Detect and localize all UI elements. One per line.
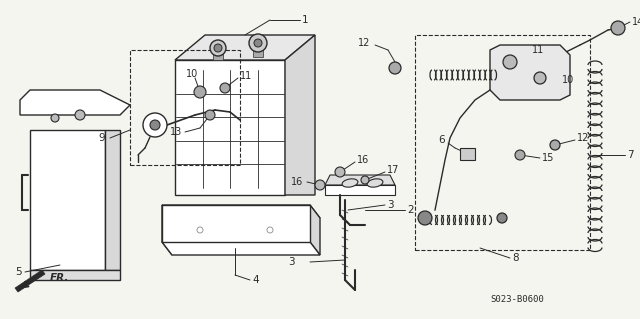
- Text: S023-B0600: S023-B0600: [490, 295, 544, 305]
- Circle shape: [315, 180, 325, 190]
- Text: 7: 7: [627, 150, 634, 160]
- Text: 16: 16: [291, 177, 303, 187]
- Text: 8: 8: [512, 253, 518, 263]
- Text: 11: 11: [240, 71, 252, 81]
- Circle shape: [220, 83, 230, 93]
- Text: 2: 2: [407, 205, 413, 215]
- Circle shape: [497, 213, 507, 223]
- Polygon shape: [490, 45, 570, 100]
- Polygon shape: [175, 35, 315, 60]
- Circle shape: [51, 114, 59, 122]
- Text: FR.: FR.: [50, 273, 69, 283]
- Circle shape: [515, 150, 525, 160]
- Text: 6: 6: [438, 135, 445, 145]
- Ellipse shape: [367, 179, 383, 187]
- Polygon shape: [162, 242, 320, 255]
- Text: 13: 13: [170, 127, 182, 137]
- Polygon shape: [325, 175, 395, 185]
- Text: 12: 12: [577, 133, 589, 143]
- Text: 9: 9: [99, 133, 105, 143]
- Circle shape: [611, 21, 625, 35]
- Text: 17: 17: [387, 165, 399, 175]
- Circle shape: [550, 140, 560, 150]
- Text: 15: 15: [542, 153, 554, 163]
- Polygon shape: [162, 205, 310, 242]
- Circle shape: [205, 110, 215, 120]
- Circle shape: [197, 227, 203, 233]
- Polygon shape: [175, 60, 285, 195]
- Ellipse shape: [342, 179, 358, 187]
- Circle shape: [389, 62, 401, 74]
- Text: 10: 10: [562, 75, 574, 85]
- Circle shape: [249, 34, 267, 52]
- Text: 3: 3: [289, 257, 295, 267]
- Polygon shape: [162, 205, 320, 218]
- Text: 5: 5: [15, 267, 22, 277]
- Polygon shape: [213, 48, 223, 60]
- Circle shape: [143, 113, 167, 137]
- Text: 16: 16: [357, 155, 369, 165]
- Text: 12: 12: [358, 38, 370, 48]
- Polygon shape: [253, 43, 263, 57]
- Text: 14: 14: [632, 17, 640, 27]
- Circle shape: [194, 86, 206, 98]
- Text: 10: 10: [186, 69, 198, 79]
- Polygon shape: [325, 185, 395, 195]
- Bar: [130, 50, 240, 165]
- Polygon shape: [105, 130, 120, 270]
- Circle shape: [254, 39, 262, 47]
- Polygon shape: [460, 148, 475, 160]
- Circle shape: [361, 176, 369, 184]
- Circle shape: [335, 167, 345, 177]
- Circle shape: [75, 110, 85, 120]
- Bar: [415, 35, 590, 250]
- Polygon shape: [310, 205, 320, 255]
- Text: 3: 3: [387, 200, 394, 210]
- Polygon shape: [15, 270, 45, 292]
- Polygon shape: [30, 130, 105, 270]
- Polygon shape: [162, 205, 172, 255]
- Text: 4: 4: [252, 275, 259, 285]
- Text: 11: 11: [532, 45, 544, 55]
- Circle shape: [267, 227, 273, 233]
- Circle shape: [210, 40, 226, 56]
- Circle shape: [418, 211, 432, 225]
- Polygon shape: [30, 270, 120, 280]
- Polygon shape: [20, 90, 130, 115]
- Polygon shape: [285, 35, 315, 195]
- Circle shape: [534, 72, 546, 84]
- Circle shape: [150, 120, 160, 130]
- Circle shape: [214, 44, 222, 52]
- Circle shape: [503, 55, 517, 69]
- Text: 1: 1: [302, 15, 308, 25]
